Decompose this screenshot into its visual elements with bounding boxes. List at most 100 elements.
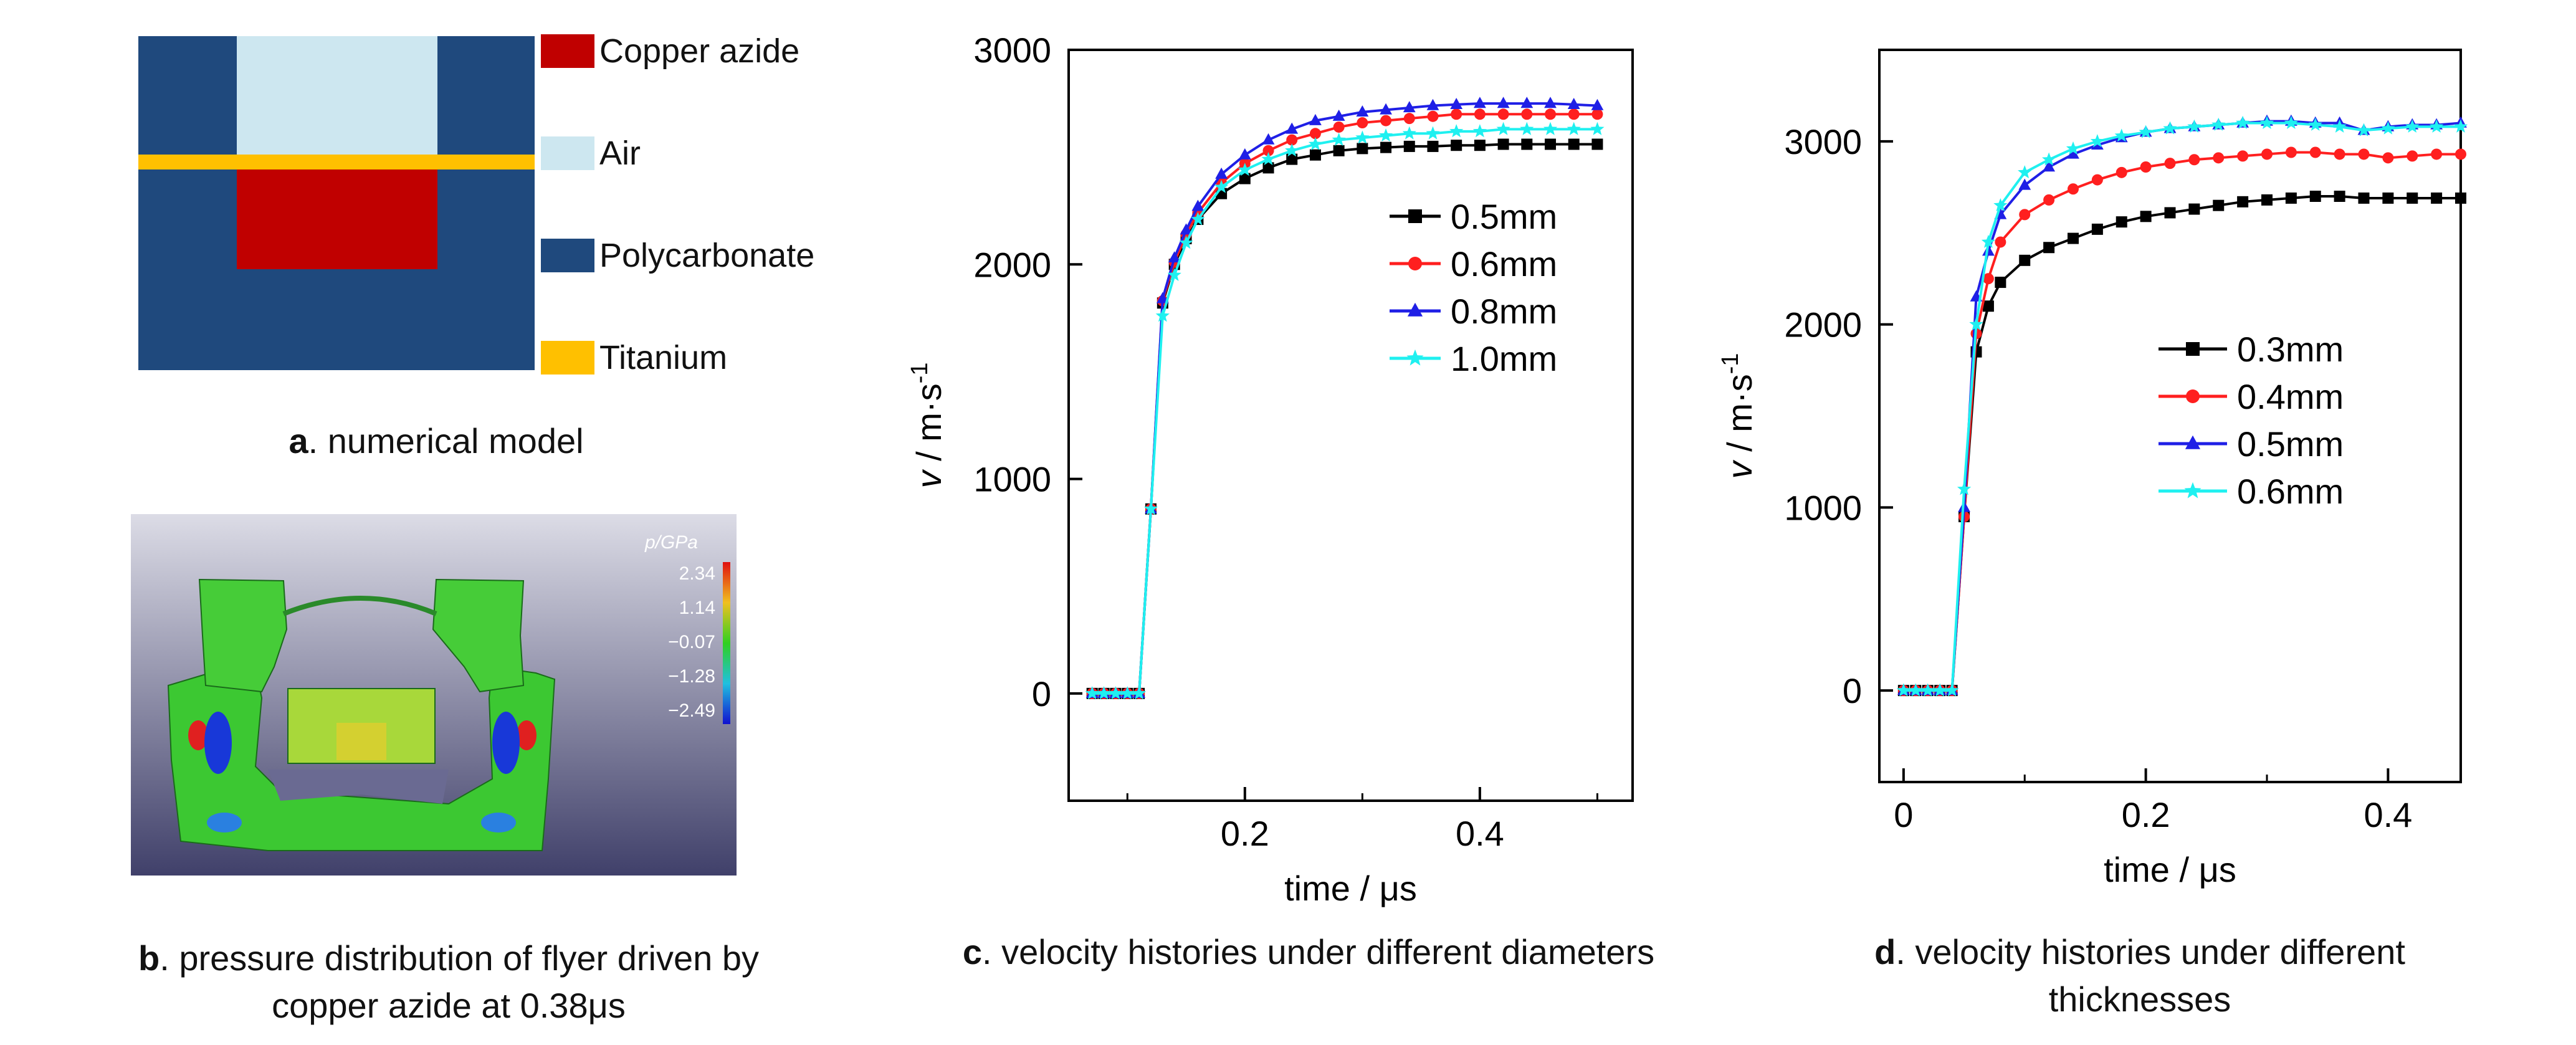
right-lower-cold-spot	[481, 813, 516, 833]
colorbar-tick-label: −0.07	[668, 632, 715, 652]
data-point	[1332, 132, 1346, 146]
y-tick-label: 1000	[973, 460, 1051, 499]
data-point	[2041, 152, 2056, 166]
data-point	[2116, 166, 2127, 178]
legend-label: 0.5mm	[2237, 424, 2344, 464]
data-point	[1402, 126, 1416, 140]
data-point	[1995, 277, 2006, 289]
data-point	[1449, 124, 1464, 138]
data-point	[2382, 192, 2394, 204]
data-point	[1474, 108, 1486, 120]
data-point	[1543, 122, 1558, 135]
copper-azide-region	[237, 169, 437, 269]
data-point	[1403, 113, 1415, 125]
plot-frame	[1878, 49, 2462, 783]
series-2	[1897, 114, 2467, 695]
y-tick-label: 0	[1032, 674, 1051, 713]
legend-label: 1.0mm	[1451, 339, 1557, 378]
data-point	[2334, 191, 2345, 202]
panel-a-numerical-model: Copper azide Air Polycarbonate Titanium a. …	[0, 0, 872, 474]
legend-label: 0.4mm	[2237, 377, 2344, 416]
x-tick-label: 0.4	[2364, 795, 2412, 834]
data-point	[1180, 223, 1193, 235]
data-point	[1591, 108, 1603, 120]
right-upper-block	[432, 578, 525, 693]
data-point	[1262, 162, 1274, 174]
data-point	[1472, 124, 1487, 138]
x-tick-label: 0.4	[1456, 814, 1504, 853]
legend-label: 0.6mm	[2237, 472, 2344, 511]
data-point	[1085, 686, 1099, 700]
data-point	[1380, 103, 1392, 115]
data-point	[2429, 119, 2444, 133]
data-point	[2186, 389, 2200, 403]
data-point	[1109, 686, 1123, 700]
data-point	[1995, 236, 2006, 248]
y-axis-label: v / m·s-1	[907, 363, 948, 489]
data-point	[2090, 134, 2105, 148]
data-point	[2116, 216, 2127, 228]
caption-d-line1: . velocity histories under different	[1896, 932, 2405, 971]
data-point	[2139, 125, 2153, 138]
legend-entry: 0.3mm	[2159, 330, 2344, 369]
series-3	[1896, 115, 2468, 697]
data-point	[1544, 97, 1557, 108]
data-point	[2284, 115, 2299, 129]
x-tick-label: 0.2	[1221, 814, 1269, 853]
data-point	[1333, 145, 1345, 156]
pressure-contour-image: p/GPa 2.34 1.14 −0.07 −1.28 −2.49	[131, 514, 737, 876]
legend-label: Titanium	[599, 339, 728, 376]
air-region	[237, 36, 437, 155]
y-axis-label: v / m·s-1	[1717, 353, 1759, 479]
data-point	[1403, 101, 1416, 113]
legend-entry: 1.0mm	[1390, 339, 1557, 378]
colorbar-tick-label: −1.28	[668, 666, 715, 687]
legend-entry: 0.5mm	[1390, 197, 1557, 236]
data-point	[1355, 130, 1370, 144]
data-point	[2188, 154, 2200, 166]
data-point	[2357, 123, 2371, 136]
data-point	[2068, 232, 2079, 244]
data-point	[1214, 179, 1229, 193]
data-point	[1426, 98, 1439, 110]
chart-d-svg: 0 1000 2000 3000 0 0.2 0.4 time / μs v / m·s-1 0.…	[1717, 49, 2468, 889]
data-point	[2114, 128, 2129, 142]
data-point	[1427, 140, 1439, 152]
data-point	[2164, 207, 2176, 219]
data-point	[2140, 211, 2152, 222]
data-point	[1497, 97, 1510, 108]
data-point	[2163, 121, 2177, 135]
legend-swatch	[541, 34, 594, 68]
data-point	[1167, 267, 1181, 281]
data-point	[1945, 683, 1959, 697]
data-point	[1356, 105, 1369, 117]
legend-item: Copper azide	[541, 32, 814, 70]
legend-label: 0.5mm	[1451, 197, 1557, 236]
data-point	[2261, 148, 2273, 160]
x-axis-label: time / μs	[2104, 850, 2236, 889]
data-point	[1309, 149, 1321, 161]
series-1	[1897, 146, 2466, 697]
data-point	[1520, 122, 1534, 135]
x-tick-label: 0	[1894, 795, 1913, 834]
data-point	[2066, 141, 2081, 155]
data-point	[2455, 148, 2466, 160]
data-point	[1191, 212, 1205, 226]
numerical-model-diagram	[138, 36, 535, 370]
data-point	[2043, 242, 2055, 254]
legend-swatch	[541, 136, 594, 170]
data-point	[1238, 148, 1251, 160]
data-point	[2184, 482, 2202, 499]
colorbar-tick-label: 2.34	[679, 563, 715, 584]
data-point	[1982, 273, 1994, 285]
data-point	[1378, 128, 1393, 142]
data-point	[1168, 251, 1181, 263]
data-point	[1567, 97, 1580, 109]
data-point	[2043, 194, 2055, 206]
data-point	[1909, 683, 1923, 697]
caption-a-text: . numerical model	[308, 421, 584, 460]
data-point	[1357, 143, 1368, 155]
data-point	[1981, 234, 1996, 248]
legend-item: Titanium	[541, 339, 814, 376]
data-point	[1590, 122, 1605, 135]
